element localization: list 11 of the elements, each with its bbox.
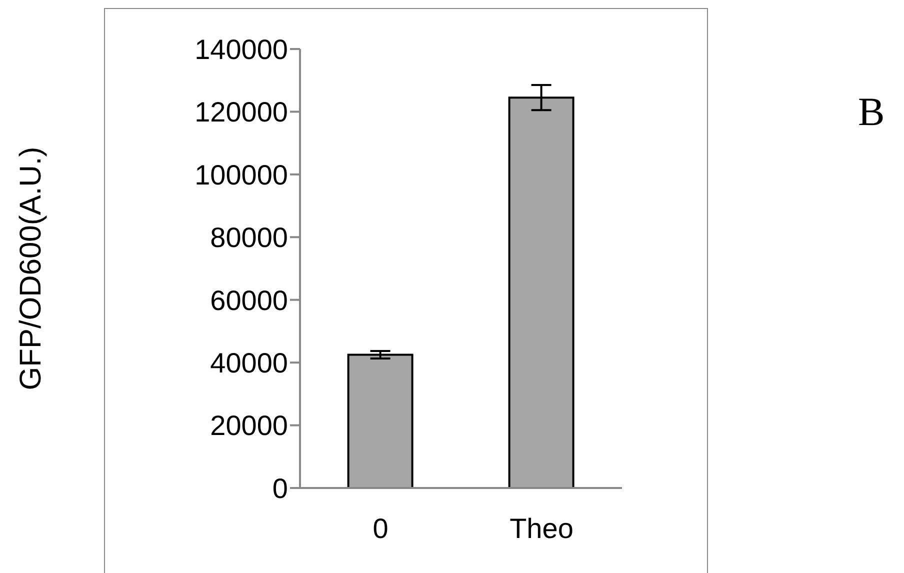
y-tick-label: 80000 — [210, 222, 288, 254]
y-axis-title: GFP/OD600(A.U.) — [14, 146, 48, 390]
x-tick-label: Theo — [510, 512, 574, 544]
y-tick-label: 0 — [272, 472, 288, 504]
y-tick-label: 120000 — [194, 96, 288, 128]
text: B — [858, 88, 885, 135]
y-tick-label: 140000 — [194, 34, 288, 65]
y-tick-label: 100000 — [194, 159, 288, 190]
y-tick-label: 40000 — [210, 348, 288, 379]
y-tick-label: 60000 — [210, 284, 288, 316]
y-tick-label: 20000 — [210, 410, 288, 442]
